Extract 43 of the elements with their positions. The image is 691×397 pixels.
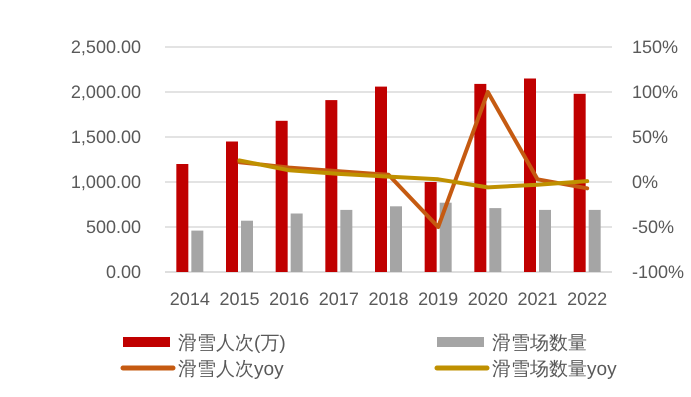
y-tick-label: 0.00 xyxy=(106,262,141,282)
y2-tick-label: -100% xyxy=(632,262,684,282)
x-tick-label: 2019 xyxy=(418,289,458,309)
legend-label: 滑雪人次yoy xyxy=(178,359,284,380)
bar xyxy=(489,208,502,272)
x-tick-label: 2021 xyxy=(517,289,558,309)
bar xyxy=(474,84,486,272)
bar xyxy=(340,210,352,272)
bar xyxy=(588,210,601,272)
x-tick-label: 2022 xyxy=(567,289,608,309)
bar xyxy=(390,206,402,272)
y-tick-label: 2,000.00 xyxy=(70,82,141,102)
y2-tick-label: 0% xyxy=(632,172,658,192)
bar xyxy=(539,210,551,272)
y-tick-label: 1,500.00 xyxy=(70,127,141,147)
bar xyxy=(574,94,586,272)
y-tick-label: 500.00 xyxy=(86,217,141,237)
bar xyxy=(325,100,338,272)
bar xyxy=(241,220,253,272)
legend-label: 滑雪场数量yoy xyxy=(492,359,618,380)
x-tick-label: 2018 xyxy=(368,289,409,309)
bar xyxy=(424,182,437,272)
x-tick-label: 2016 xyxy=(269,289,310,309)
x-tick-label: 2015 xyxy=(219,289,260,309)
bar xyxy=(375,86,387,272)
x-tick-label: 2020 xyxy=(468,289,508,309)
bar xyxy=(524,78,536,272)
bar xyxy=(290,214,303,272)
bar xyxy=(191,230,204,272)
legend-label: 滑雪场数量 xyxy=(492,333,587,354)
bar xyxy=(176,164,188,272)
line-series xyxy=(238,158,590,190)
y-tick-label: 2,500.00 xyxy=(70,37,141,57)
y-tick-label: 1,000.00 xyxy=(70,172,141,192)
y2-tick-label: 50% xyxy=(632,127,668,147)
legend-label: 滑雪人次(万) xyxy=(178,333,286,354)
x-tick-label: 2017 xyxy=(318,289,359,309)
bar xyxy=(226,142,238,272)
y2-tick-label: 100% xyxy=(632,82,678,102)
y2-tick-label: 150% xyxy=(632,37,678,57)
y2-tick-label: -50% xyxy=(632,217,674,237)
x-tick-label: 2014 xyxy=(170,289,210,309)
bar xyxy=(276,120,288,272)
